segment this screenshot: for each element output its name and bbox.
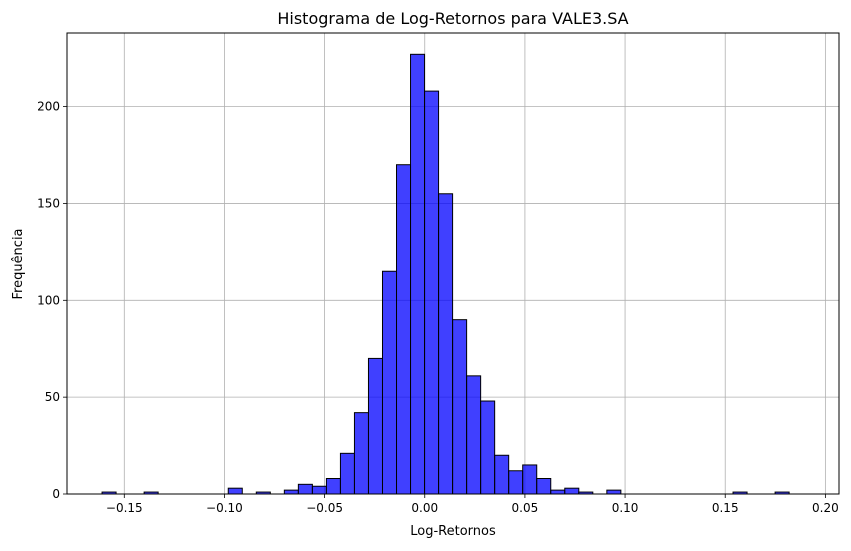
x-tick-label: −0.10 [206, 501, 243, 515]
histogram-bar [353, 412, 369, 495]
y-axis-ticks: 0 50 100 150 200 [37, 100, 67, 501]
x-tick-label: 0.10 [612, 501, 639, 515]
histogram-bars [101, 53, 790, 495]
histogram-bar [606, 489, 622, 495]
histogram-bar [325, 478, 341, 495]
plot-frame [66, 32, 840, 495]
histogram-bar [564, 487, 580, 495]
histogram-bar [438, 193, 454, 495]
histogram-bar [550, 489, 566, 495]
x-axis-ticks: −0.15 −0.10 −0.05 0.00 0.05 0.10 0.15 0.20 [106, 494, 839, 515]
x-axis-label: Log-Retornos [410, 524, 496, 539]
histogram-bar [508, 470, 524, 495]
y-tick-label: 150 [37, 196, 60, 210]
histogram-bar [396, 164, 412, 495]
histogram-bar [452, 319, 468, 495]
histogram-bar [410, 53, 426, 495]
x-tick-label: 0.00 [411, 501, 438, 515]
x-tick-label: 0.15 [712, 501, 739, 515]
x-tick-label: 0.20 [812, 501, 839, 515]
x-tick-label: 0.05 [512, 501, 539, 515]
chart-title: Histograma de Log-Retornos para VALE3.SA [277, 9, 628, 28]
histogram-bar [339, 452, 355, 495]
y-tick-label: 50 [45, 390, 60, 404]
histogram-bar [424, 90, 440, 495]
histogram-bar [367, 357, 383, 495]
x-tick-label: −0.15 [106, 501, 143, 515]
y-tick-label: 100 [37, 293, 60, 307]
histogram-bar [283, 489, 299, 495]
x-tick-label: −0.05 [306, 501, 343, 515]
y-tick-label: 0 [52, 487, 60, 501]
histogram-bar [311, 485, 327, 495]
histogram-bar [522, 464, 538, 495]
y-tick-label: 200 [37, 100, 60, 114]
histogram-bar [381, 270, 398, 495]
histogram-bar [297, 483, 313, 495]
histogram-bar [536, 478, 552, 495]
histogram-bar [494, 454, 510, 495]
histogram-bar [466, 375, 482, 495]
y-axis-label: Frequência [11, 228, 26, 299]
histogram-bar [227, 487, 243, 495]
histogram-bar [480, 400, 496, 495]
